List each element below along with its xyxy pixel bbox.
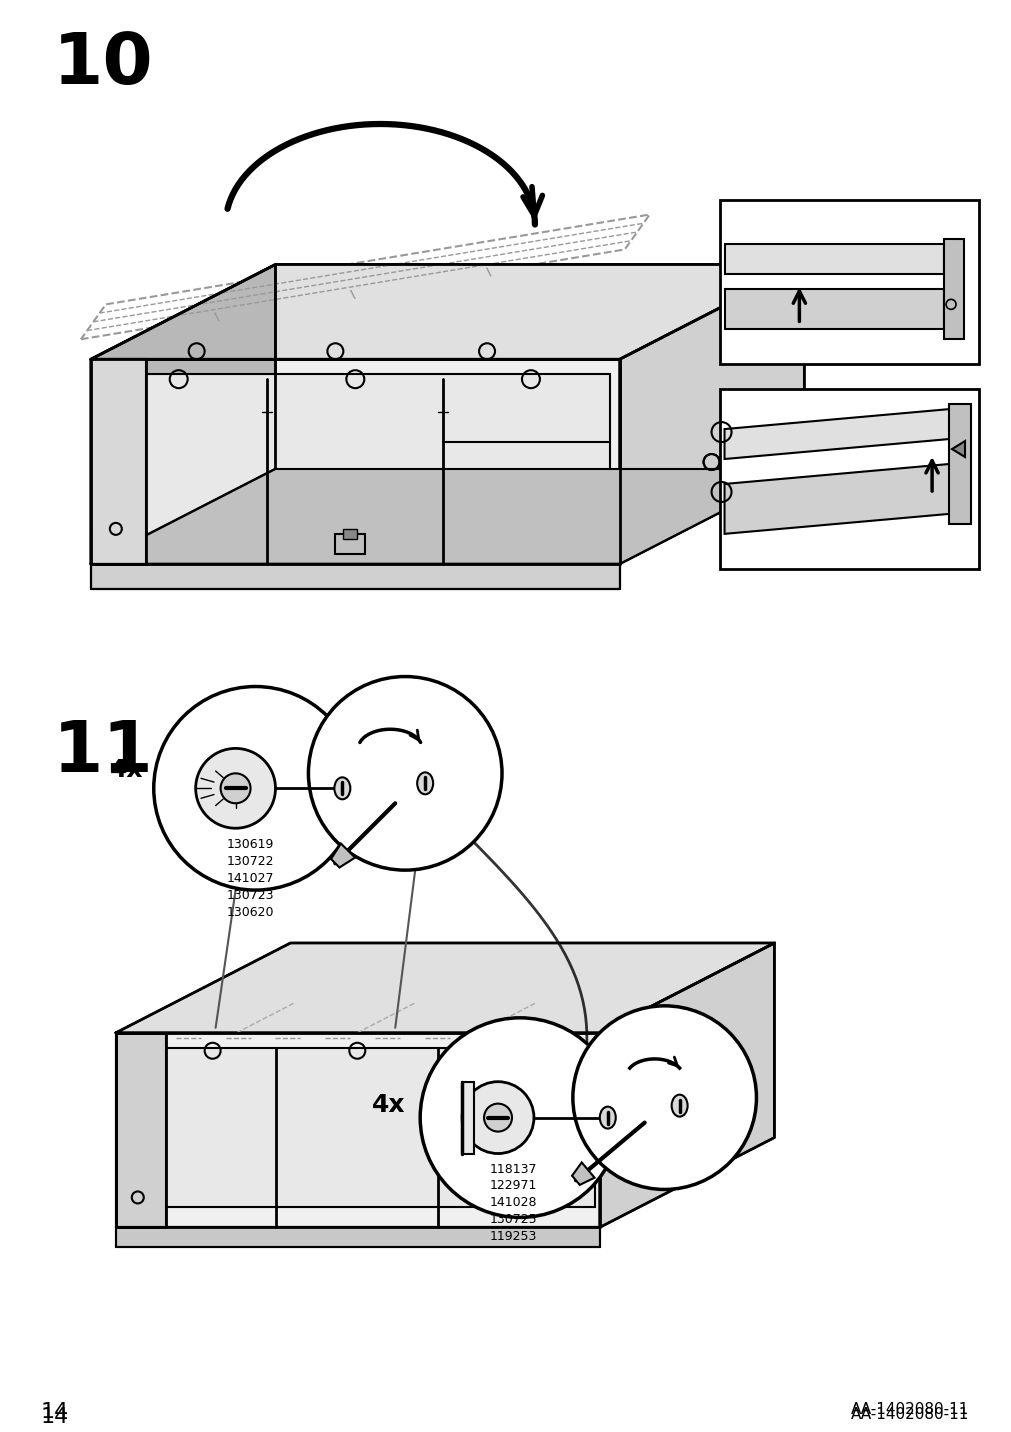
Polygon shape [135,1048,594,1207]
Circle shape [462,1081,534,1154]
Polygon shape [462,1081,473,1154]
Polygon shape [619,265,804,564]
Bar [719,199,978,364]
Circle shape [420,1018,619,1217]
Text: 130722: 130722 [226,855,274,868]
Ellipse shape [334,778,350,799]
Text: 118137: 118137 [488,1163,536,1176]
Text: 130619: 130619 [226,838,274,851]
Polygon shape [91,359,619,564]
Polygon shape [331,843,355,868]
Polygon shape [115,1032,166,1227]
Polygon shape [724,464,948,534]
Text: 130723: 130723 [226,889,274,902]
Text: 141028: 141028 [488,1197,536,1210]
Ellipse shape [417,772,433,795]
Polygon shape [115,1227,600,1247]
Text: 122971: 122971 [488,1180,536,1193]
Text: 10: 10 [53,30,154,99]
Circle shape [483,1104,512,1131]
Polygon shape [91,564,619,589]
Bar [719,390,978,569]
Circle shape [195,749,275,828]
Text: 141027: 141027 [226,872,274,885]
Polygon shape [91,470,804,564]
Polygon shape [115,944,773,1032]
Ellipse shape [600,1107,615,1128]
Text: 130725: 130725 [488,1213,536,1226]
Polygon shape [948,404,970,524]
Circle shape [220,773,251,803]
Ellipse shape [671,1094,686,1117]
Text: AA-1402080-11: AA-1402080-11 [850,1402,969,1418]
Polygon shape [724,410,948,460]
Text: 14: 14 [41,1402,69,1422]
Text: 11: 11 [53,719,154,788]
Text: 4x: 4x [371,1093,404,1117]
Circle shape [308,676,501,871]
Polygon shape [91,265,804,359]
Text: 4x: 4x [110,759,144,782]
Polygon shape [724,245,943,275]
Polygon shape [91,359,146,564]
Text: AA-1402080-11: AA-1402080-11 [850,1408,969,1422]
Polygon shape [115,1032,600,1227]
Polygon shape [115,374,610,538]
Polygon shape [724,289,943,329]
Circle shape [572,1005,755,1190]
Circle shape [154,686,357,891]
Polygon shape [91,265,275,564]
Polygon shape [600,944,773,1227]
Polygon shape [951,441,964,457]
Bar [335,534,365,554]
Polygon shape [571,1163,594,1184]
Bar [674,1116,698,1146]
Text: 130620: 130620 [226,906,274,919]
Text: 14: 14 [41,1408,69,1426]
Polygon shape [943,239,963,339]
Polygon shape [91,534,619,564]
Text: 119253: 119253 [488,1230,536,1243]
Bar [343,528,357,538]
